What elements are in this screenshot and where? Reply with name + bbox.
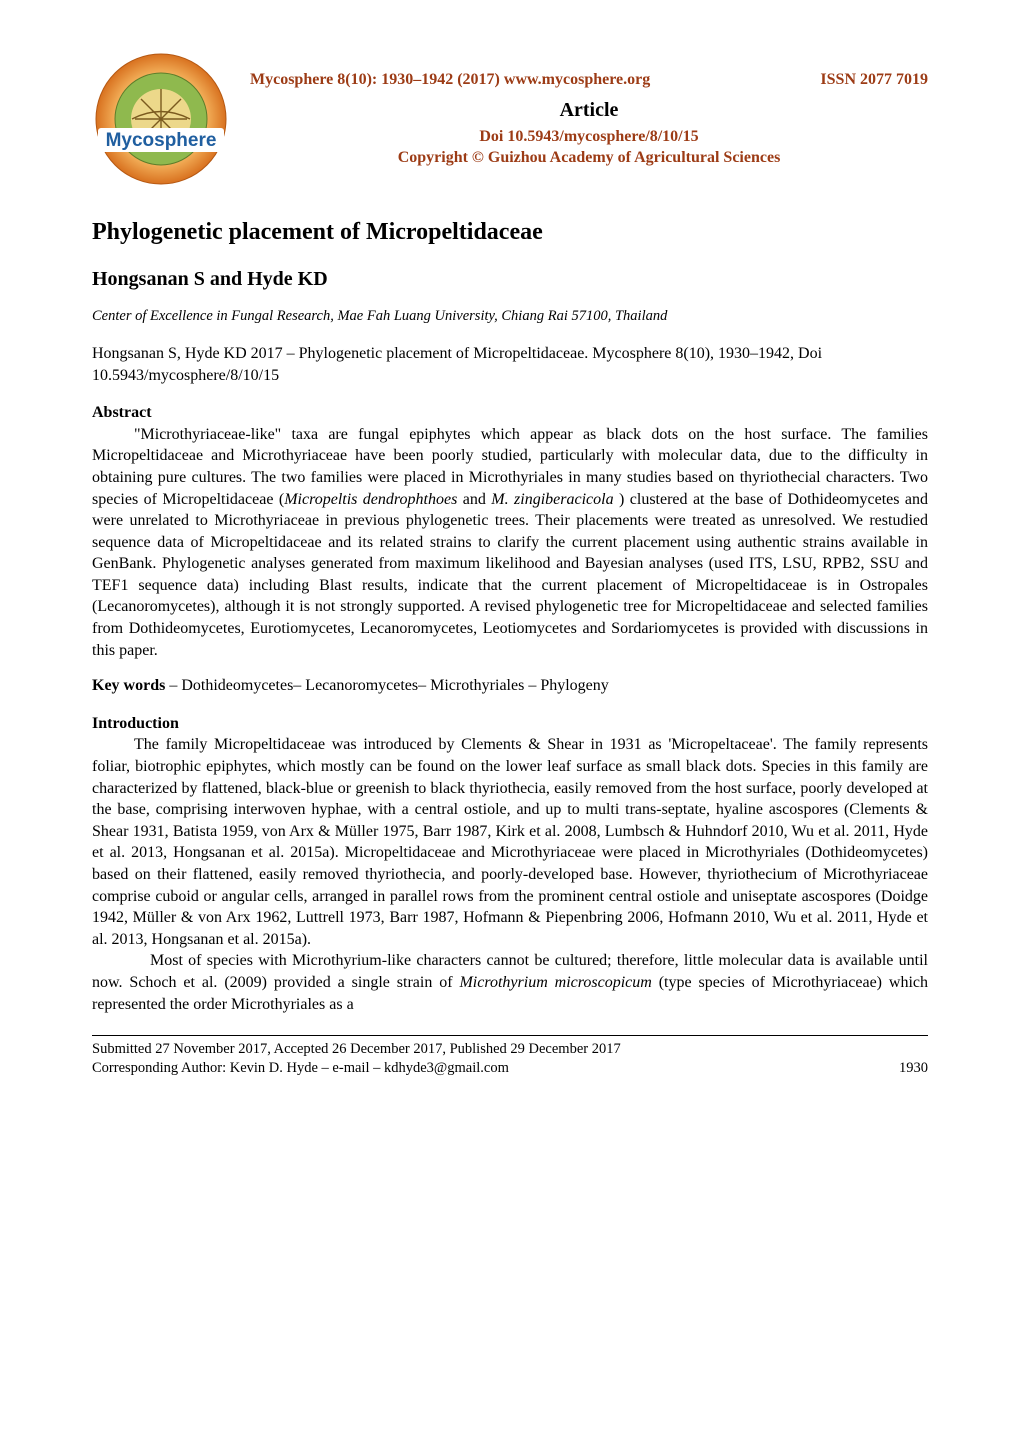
abstract-body: "Microthyriaceae-like" taxa are fungal e… bbox=[92, 424, 928, 662]
intro-heading: Introduction bbox=[92, 713, 928, 735]
submission-dates: Submitted 27 November 2017, Accepted 26 … bbox=[92, 1040, 928, 1059]
header-text-block: Mycosphere 8(10): 1930–1942 (2017) www.m… bbox=[250, 69, 928, 169]
affiliation: Center of Excellence in Fungal Research,… bbox=[92, 307, 928, 327]
self-citation: Hongsanan S, Hyde KD 2017 – Phylogenetic… bbox=[92, 343, 928, 386]
page-number: 1930 bbox=[899, 1059, 928, 1078]
abstract-text-post: ) clustered at the base of Dothideomycet… bbox=[92, 491, 928, 659]
journal-citation: Mycosphere 8(10): 1930–1942 (2017) www.m… bbox=[250, 69, 650, 91]
species-name-1: Micropeltis dendrophthoes bbox=[284, 491, 457, 508]
abstract-heading: Abstract bbox=[92, 402, 928, 424]
footer-block: Submitted 27 November 2017, Accepted 26 … bbox=[92, 1040, 928, 1078]
keywords-line: Key words – Dothideomycetes– Lecanoromyc… bbox=[92, 675, 928, 697]
journal-header: Mycosphere Mycosphere 8(10): 1930–1942 (… bbox=[92, 50, 928, 188]
intro-para-2: Most of species with Microthyrium-like c… bbox=[92, 950, 928, 1015]
keywords-label: Key words bbox=[92, 677, 165, 694]
abstract-mid1: and bbox=[457, 491, 491, 508]
copyright-line: Copyright © Guizhou Academy of Agricultu… bbox=[250, 147, 928, 169]
authors: Hongsanan S and Hyde KD bbox=[92, 266, 928, 293]
issn: ISSN 2077 7019 bbox=[820, 69, 928, 91]
intro-para-1: The family Micropeltidaceae was introduc… bbox=[92, 734, 928, 950]
species-name-3: Microthyrium microscopicum bbox=[459, 974, 651, 991]
corresponding-author: Corresponding Author: Kevin D. Hyde – e-… bbox=[92, 1059, 509, 1078]
article-label: Article bbox=[250, 97, 928, 124]
species-name-2: M. zingiberacicola bbox=[491, 491, 619, 508]
logo-text: Mycosphere bbox=[106, 130, 217, 151]
keywords-value: – Dothideomycetes– Lecanoromycetes– Micr… bbox=[165, 677, 608, 694]
doi: Doi 10.5943/mycosphere/8/10/15 bbox=[250, 126, 928, 148]
paper-title: Phylogenetic placement of Micropeltidace… bbox=[92, 216, 928, 248]
footer-rule bbox=[92, 1035, 928, 1036]
mycosphere-logo: Mycosphere bbox=[92, 50, 230, 188]
